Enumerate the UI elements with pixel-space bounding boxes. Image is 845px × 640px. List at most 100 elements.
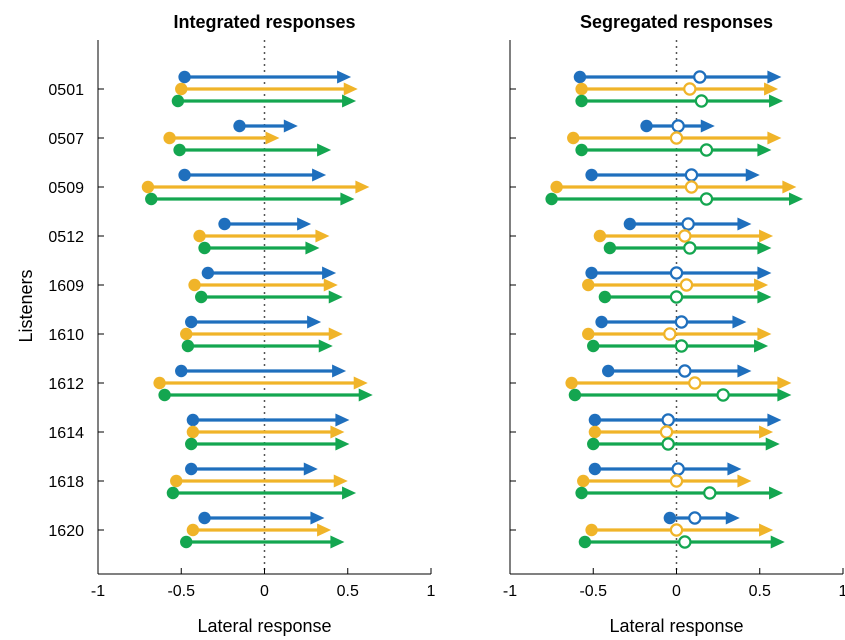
y-tick-label: 1614 xyxy=(48,425,84,442)
arrow-head xyxy=(340,192,355,206)
arrow-head xyxy=(335,413,350,427)
arrow-head xyxy=(759,523,774,537)
start-dot xyxy=(577,474,590,488)
arrow-head xyxy=(737,474,752,488)
arrow-head xyxy=(767,70,782,84)
midpoint-marker xyxy=(683,82,697,96)
arrow-head xyxy=(317,523,332,537)
start-dot xyxy=(567,131,580,145)
x-tick-label: -0.5 xyxy=(167,583,195,600)
start-dot xyxy=(185,437,198,451)
arrow-head xyxy=(757,266,772,280)
panel-integrated: Integrated responses -1 -0.5 0 0.5 1 Lateral r… xyxy=(48,12,435,636)
start-dot xyxy=(141,180,155,194)
start-dot xyxy=(181,339,195,353)
start-dot xyxy=(198,241,211,255)
midpoint-marker xyxy=(694,94,709,108)
arrow-head xyxy=(335,437,350,451)
arrow-head xyxy=(333,474,348,488)
start-dot xyxy=(218,217,231,231)
start-dot xyxy=(175,82,188,96)
y-tick-label: 1610 xyxy=(48,327,84,344)
arrow-head xyxy=(725,511,740,525)
start-dot xyxy=(585,523,598,537)
arrow-head xyxy=(353,376,368,390)
midpoint-marker xyxy=(684,168,699,182)
y-tick-label: 0512 xyxy=(48,229,84,246)
start-dot xyxy=(588,413,602,427)
arrow-head xyxy=(265,131,280,145)
midpoint-marker xyxy=(671,462,685,476)
midpoint-marker xyxy=(661,437,675,451)
arrow-head xyxy=(757,290,772,304)
arrow-head xyxy=(757,327,772,341)
start-dot xyxy=(565,376,578,390)
arrow-head xyxy=(297,217,312,231)
start-dot xyxy=(188,278,201,292)
midpoint-marker xyxy=(679,278,694,292)
start-dot xyxy=(193,229,206,243)
start-dot xyxy=(186,413,200,427)
arrow-head xyxy=(782,180,797,194)
x-tick-label: -1 xyxy=(503,583,517,600)
midpoint-marker xyxy=(683,241,697,255)
start-dot xyxy=(195,290,208,304)
start-dot xyxy=(575,82,588,96)
arrow-head xyxy=(312,168,327,182)
arrow-head xyxy=(323,278,338,292)
arrow-head xyxy=(757,241,772,255)
y-tick-label: 0509 xyxy=(48,180,84,197)
arrow-head xyxy=(732,315,747,329)
start-dot xyxy=(578,535,592,549)
panel-segregated: Segregated responses -1 -0.5 0 0.5 1 Lateral r… xyxy=(503,12,845,636)
start-dot xyxy=(575,486,588,500)
start-dot xyxy=(180,535,193,549)
arrow-head xyxy=(330,535,345,549)
arrow-head xyxy=(789,192,804,206)
midpoint-marker xyxy=(699,143,714,157)
x-tick-label: 0 xyxy=(672,583,681,600)
panel-title: Integrated responses xyxy=(173,12,355,32)
arrow-head xyxy=(767,413,782,427)
x-tick-label: 0.5 xyxy=(337,583,359,600)
y-tick-label: 1609 xyxy=(48,278,84,295)
y-tick-label: 1620 xyxy=(48,523,84,540)
y-tick-label: 1612 xyxy=(48,376,84,393)
arrow-head xyxy=(328,327,343,341)
arrow-head xyxy=(322,266,337,280)
arrow-head xyxy=(737,364,752,378)
start-dot xyxy=(575,94,588,108)
arrow-head xyxy=(342,94,357,108)
arrow-head xyxy=(305,241,320,255)
midpoint-marker xyxy=(681,217,695,231)
start-dot xyxy=(602,364,615,378)
arrow-head xyxy=(767,131,782,145)
start-dot xyxy=(582,278,595,292)
start-dot xyxy=(582,327,595,341)
arrow-head xyxy=(283,119,298,133)
arrow-head xyxy=(764,82,779,96)
y-tick-label: 1618 xyxy=(48,474,84,491)
arrow-head xyxy=(328,290,343,304)
arrow-head xyxy=(770,535,785,549)
midpoint-marker xyxy=(674,339,689,353)
midpoint-marker xyxy=(674,315,689,329)
start-dot xyxy=(171,94,185,108)
start-dot xyxy=(587,437,600,451)
midpoint-marker xyxy=(669,523,684,537)
start-dot xyxy=(178,70,191,84)
y-tick-label: 0501 xyxy=(48,82,84,99)
x-tick-label: 0.5 xyxy=(749,583,771,600)
arrow-head xyxy=(745,168,760,182)
start-dot xyxy=(185,315,198,329)
midpoint-marker xyxy=(699,192,714,206)
x-tick-label: 1 xyxy=(427,583,436,600)
start-dot xyxy=(587,339,600,353)
start-dot xyxy=(170,474,183,488)
start-dot xyxy=(233,119,246,133)
start-dot xyxy=(568,388,582,402)
start-dot xyxy=(158,388,171,402)
arrow-head xyxy=(777,388,792,402)
arrow-head xyxy=(315,229,330,243)
